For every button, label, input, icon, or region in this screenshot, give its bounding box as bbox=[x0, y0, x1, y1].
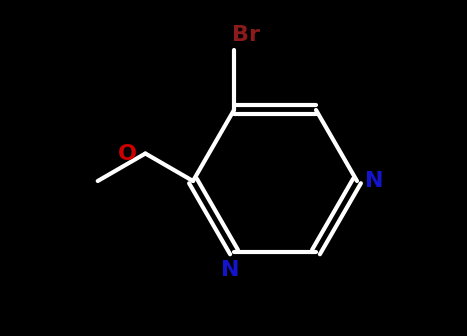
Text: O: O bbox=[118, 143, 137, 164]
Text: N: N bbox=[221, 260, 239, 280]
Text: N: N bbox=[365, 171, 383, 191]
Text: Br: Br bbox=[232, 25, 260, 45]
